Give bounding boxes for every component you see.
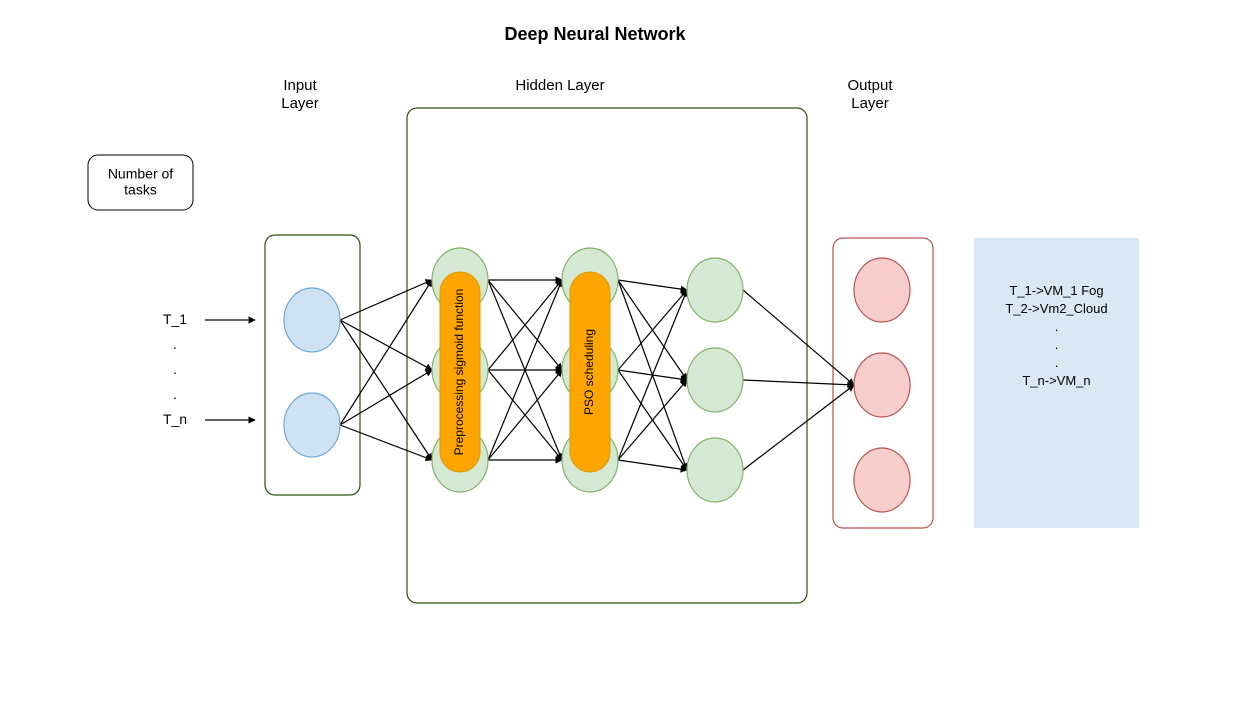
input-item-label: T_1 (163, 311, 187, 327)
input-node-0 (284, 288, 340, 352)
input-item-label: . (173, 361, 177, 377)
output-panel-line: . (1055, 355, 1059, 370)
edge (618, 280, 687, 290)
edge (743, 380, 854, 385)
edge (340, 370, 432, 425)
output-panel-line: T_n->VM_n (1022, 373, 1090, 388)
output-panel-line: . (1055, 319, 1059, 334)
input-node-1 (284, 393, 340, 457)
h3-node-1 (687, 348, 743, 412)
edge (618, 380, 687, 460)
input-item-label: . (173, 386, 177, 402)
h2-overlay-label: PSO scheduling (582, 329, 596, 415)
input-layer-label: InputLayer (281, 77, 319, 112)
output-panel-line: T_2->Vm2_Cloud (1005, 301, 1107, 316)
edge (340, 320, 432, 370)
overlays: Preprocessing sigmoid function PSO schedu… (440, 272, 610, 472)
h3-node-2 (687, 438, 743, 502)
edge (618, 460, 687, 470)
output-node-0 (854, 258, 910, 322)
edge (340, 425, 432, 460)
edge (618, 290, 687, 460)
h3-node-0 (687, 258, 743, 322)
edge (340, 280, 432, 425)
edge (340, 280, 432, 320)
hidden-layer-label: Hidden Layer (515, 77, 604, 94)
edge (743, 385, 854, 470)
output-panel-line: . (1055, 337, 1059, 352)
input-item-label: T_n (163, 411, 187, 427)
input-item-label: . (173, 336, 177, 352)
edge (618, 290, 687, 370)
input-items: T_1... T_n (163, 311, 255, 427)
h1-overlay-label: Preprocessing sigmoid function (452, 289, 466, 456)
diagram-title: Deep Neural Network (504, 24, 686, 44)
output-node-1 (854, 353, 910, 417)
output-node-2 (854, 448, 910, 512)
output-panel-line: T_1->VM_1 Fog (1009, 283, 1103, 298)
tasks-box: Number oftasks (88, 155, 193, 210)
edge (743, 290, 854, 385)
output-layer-label: OutputLayer (847, 77, 893, 112)
edge (340, 320, 432, 460)
dnn-diagram: Deep Neural Network Number oftasks Input… (0, 0, 1258, 705)
